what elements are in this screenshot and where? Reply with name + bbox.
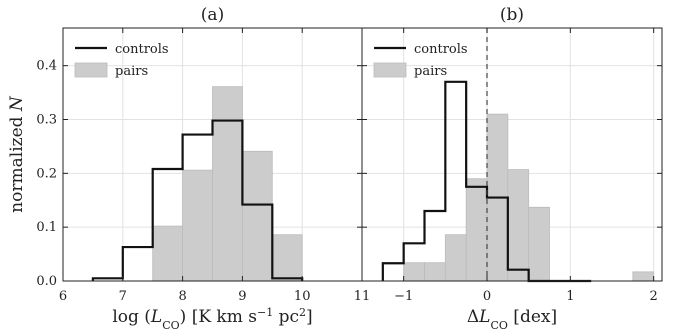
x-tick-label: 2	[650, 289, 658, 304]
y-tick-label: 0.2	[36, 166, 57, 181]
histogram-bar-pairs	[465, 178, 488, 282]
histogram-step-controls	[91, 119, 304, 281]
histogram-bar-pairs	[152, 225, 183, 282]
x-tick-label: 6	[59, 289, 67, 304]
panel-frame	[361, 27, 663, 282]
legend-label: pairs	[115, 64, 148, 79]
x-axis-label: ΔLCO [dex]	[467, 307, 557, 331]
x-tick-label: 10	[294, 289, 311, 304]
x-axis-label: log (LCO) [K km s−1 pc2]	[112, 306, 312, 331]
y-tick-label: 0.3	[36, 113, 57, 128]
histogram-bar-pairs	[182, 169, 213, 282]
histogram-bar-pairs	[444, 234, 467, 282]
histogram-bar-pairs	[241, 150, 273, 282]
x-tick-label: 1	[566, 289, 574, 304]
x-tick-label: 11	[354, 289, 371, 304]
legend-label: controls	[115, 42, 169, 57]
legend-label: pairs	[414, 64, 447, 79]
axes-layer	[62, 27, 663, 282]
histogram-bar-pairs	[632, 271, 655, 282]
histogram-bar-pairs	[528, 206, 550, 282]
x-tick-label: 9	[238, 289, 246, 304]
histogram-bar-pairs	[212, 86, 243, 282]
labels-layer: 6 7 8 9 10 110.00.10.20.30.4(a)log (LCO) [K k…	[7, 5, 658, 331]
legend-swatch-pairs	[373, 62, 407, 78]
x-tick-label: 7	[119, 289, 127, 304]
y-tick-label: 0.0	[36, 274, 57, 289]
x-tick-label: 8	[178, 289, 186, 304]
x-tick-label: −1	[394, 289, 413, 304]
y-tick-label: 0.4	[36, 59, 57, 74]
filled-bars-layer	[152, 86, 655, 282]
x-tick-label: 0	[483, 289, 491, 304]
y-axis-label: normalized N	[7, 95, 27, 213]
legend-label: controls	[414, 42, 468, 57]
histogram-bar-pairs	[424, 262, 446, 282]
legend-swatch-pairs	[74, 62, 108, 78]
histogram-bar-pairs	[507, 169, 530, 282]
histogram-bar-pairs	[271, 234, 303, 282]
panel-title: (a)	[201, 5, 224, 25]
histogram-bar-pairs	[403, 262, 425, 282]
y-tick-label: 0.1	[36, 220, 57, 235]
panel-title: (b)	[500, 5, 524, 25]
